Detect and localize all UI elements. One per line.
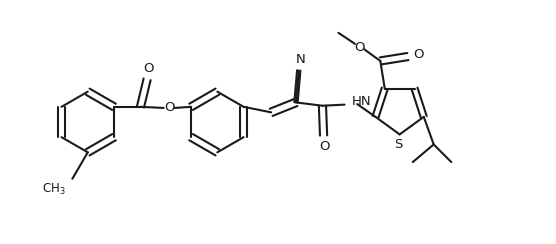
- Text: O: O: [164, 102, 175, 114]
- Text: O: O: [319, 140, 330, 153]
- Text: HN: HN: [352, 95, 371, 108]
- Text: O: O: [413, 48, 424, 61]
- Text: S: S: [394, 138, 403, 151]
- Text: O: O: [354, 41, 365, 54]
- Text: O: O: [143, 62, 154, 75]
- Text: CH$_3$: CH$_3$: [42, 182, 66, 197]
- Text: N: N: [296, 53, 305, 66]
